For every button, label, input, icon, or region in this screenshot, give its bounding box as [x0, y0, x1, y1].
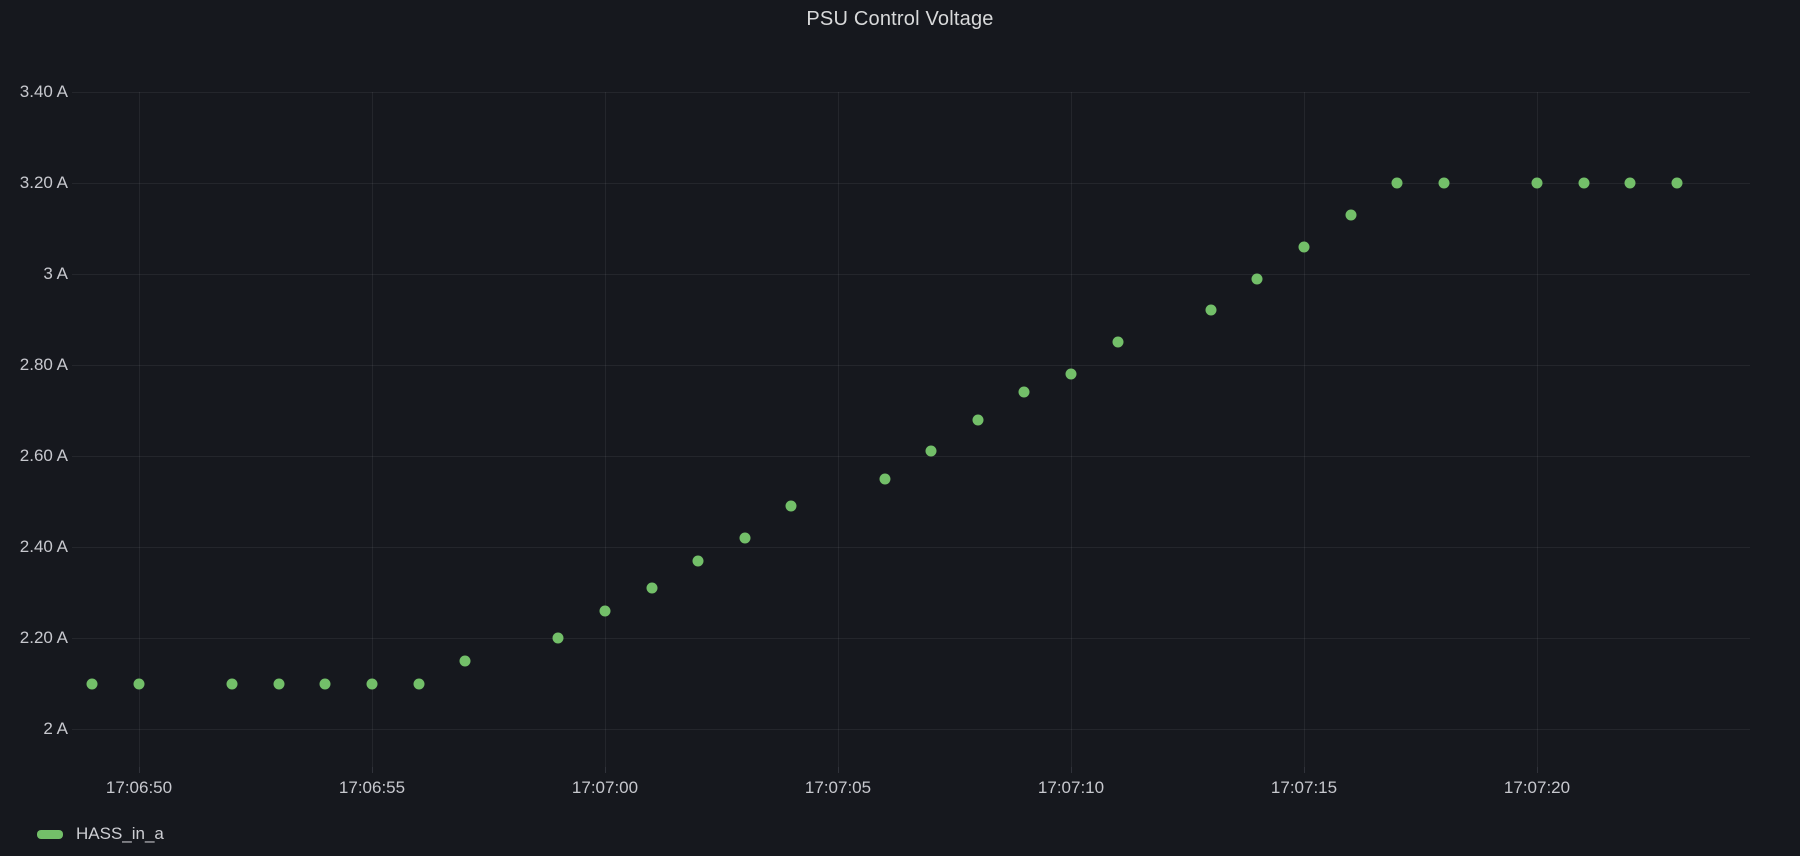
data-point[interactable] — [785, 500, 797, 512]
gridline-horizontal — [72, 365, 1750, 366]
x-axis-tick — [605, 767, 606, 773]
x-axis-tick — [838, 767, 839, 773]
data-point[interactable] — [1624, 177, 1636, 189]
gridline-vertical — [605, 92, 606, 767]
data-point[interactable] — [1391, 177, 1403, 189]
data-point[interactable] — [273, 678, 285, 689]
y-axis-label: 3.40 A — [19, 82, 68, 101]
data-point[interactable] — [1671, 177, 1683, 189]
data-point[interactable] — [1112, 336, 1124, 348]
gridline-vertical — [1537, 92, 1538, 767]
data-point[interactable] — [133, 678, 145, 689]
y-axis-label: 3.20 A — [19, 173, 68, 192]
legend: HASS_in_a — [37, 822, 164, 846]
data-point[interactable] — [226, 678, 238, 689]
x-axis-label: 17:07:20 — [1503, 778, 1571, 797]
data-point[interactable] — [366, 678, 378, 689]
data-point[interactable] — [925, 445, 937, 457]
gridline-horizontal — [72, 274, 1750, 275]
data-point[interactable] — [1205, 304, 1217, 316]
data-point[interactable] — [459, 655, 471, 667]
x-axis-tick — [1304, 767, 1305, 773]
y-axis-label: 2 A — [43, 719, 68, 738]
gridline-vertical — [372, 92, 373, 767]
x-axis-label: 17:07:15 — [1270, 778, 1338, 797]
data-point[interactable] — [1018, 386, 1030, 398]
data-point[interactable] — [739, 532, 751, 544]
gridline-vertical — [838, 92, 839, 767]
gridline-horizontal — [72, 183, 1750, 184]
legend-series-label: HASS_in_a — [76, 824, 164, 843]
y-axis-label: 3 A — [43, 264, 68, 283]
data-point[interactable] — [413, 678, 425, 689]
data-point[interactable] — [319, 678, 331, 689]
x-axis-label: 17:06:55 — [338, 778, 406, 797]
data-point[interactable] — [552, 632, 564, 644]
gridline-horizontal — [72, 456, 1750, 457]
y-axis-label: 2.20 A — [19, 628, 68, 647]
data-point[interactable] — [692, 555, 704, 567]
series-color-marker-icon — [37, 829, 63, 839]
x-axis-tick — [1537, 767, 1538, 773]
data-point[interactable] — [879, 473, 891, 485]
data-point[interactable] — [646, 582, 658, 594]
data-point[interactable] — [1298, 241, 1310, 253]
x-axis-label: 17:07:10 — [1037, 778, 1105, 797]
data-point[interactable] — [1578, 177, 1590, 189]
data-point[interactable] — [972, 414, 984, 426]
data-point[interactable] — [86, 678, 98, 689]
data-point[interactable] — [1345, 209, 1357, 221]
legend-item[interactable]: HASS_in_a — [37, 824, 164, 844]
x-axis-label: 17:07:05 — [804, 778, 872, 797]
gridline-vertical — [1071, 92, 1072, 767]
x-axis-label: 17:06:50 — [105, 778, 173, 797]
y-axis-label: 2.60 A — [19, 446, 68, 465]
x-axis-tick — [372, 767, 373, 773]
x-axis-label: 17:07:00 — [571, 778, 639, 797]
data-point[interactable] — [599, 605, 611, 617]
y-axis-label: 2.40 A — [19, 537, 68, 556]
x-axis-tick — [1071, 767, 1072, 773]
gridline-horizontal — [72, 729, 1750, 730]
data-point[interactable] — [1065, 368, 1077, 380]
data-point[interactable] — [1438, 177, 1450, 189]
gridline-vertical — [139, 92, 140, 767]
x-axis-tick — [139, 767, 140, 773]
y-axis-label: 2.80 A — [19, 355, 68, 374]
data-point[interactable] — [1251, 273, 1263, 285]
gridline-vertical — [1304, 92, 1305, 767]
panel-title: PSU Control Voltage — [806, 8, 994, 30]
data-point[interactable] — [1531, 177, 1543, 189]
gridline-horizontal — [72, 92, 1750, 93]
gridline-horizontal — [72, 638, 1750, 639]
gridline-horizontal — [72, 547, 1750, 548]
